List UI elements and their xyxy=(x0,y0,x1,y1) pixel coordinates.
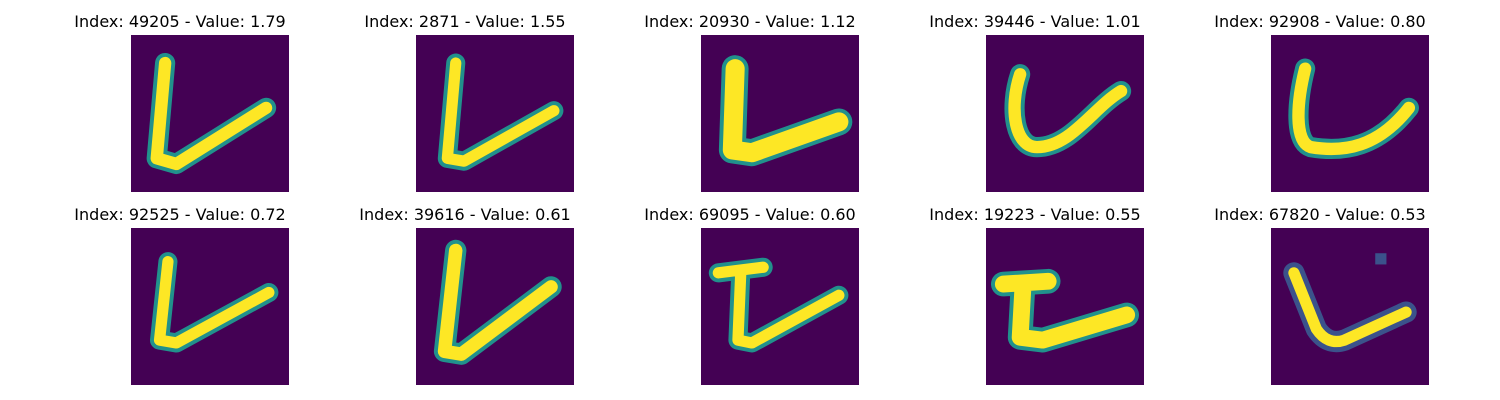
panel-1: Index: 49205 - Value: 1.79 xyxy=(30,0,330,192)
panel-9: Index: 19223 - Value: 0.55 xyxy=(885,193,1185,385)
panel-title: Index: 69095 - Value: 0.60 xyxy=(644,205,856,224)
digit-image xyxy=(1271,228,1429,385)
panel-title: Index: 20930 - Value: 1.12 xyxy=(644,12,856,31)
panel-7: Index: 39616 - Value: 0.61 xyxy=(315,193,615,385)
panel-6: Index: 92525 - Value: 0.72 xyxy=(30,193,330,385)
panel-title: Index: 2871 - Value: 1.55 xyxy=(364,12,566,31)
panel-2: Index: 2871 - Value: 1.55 xyxy=(315,0,615,192)
panel-title: Index: 39446 - Value: 1.01 xyxy=(929,12,1141,31)
digit-image xyxy=(701,35,859,192)
panel-title: Index: 67820 - Value: 0.53 xyxy=(1214,205,1426,224)
panel-title: Index: 49205 - Value: 1.79 xyxy=(74,12,286,31)
digit-image xyxy=(1271,35,1429,192)
digit-image xyxy=(416,228,574,385)
panel-4: Index: 39446 - Value: 1.01 xyxy=(885,0,1185,192)
digit-image xyxy=(986,35,1144,192)
panel-title: Index: 39616 - Value: 0.61 xyxy=(359,205,571,224)
digit-image xyxy=(701,228,859,385)
digit-image xyxy=(131,228,289,385)
panel-title: Index: 92908 - Value: 0.80 xyxy=(1214,12,1426,31)
panel-3: Index: 20930 - Value: 1.12 xyxy=(600,0,900,192)
panel-8: Index: 69095 - Value: 0.60 xyxy=(600,193,900,385)
digit-image xyxy=(986,228,1144,385)
panel-title: Index: 19223 - Value: 0.55 xyxy=(929,205,1141,224)
digit-image xyxy=(131,35,289,192)
panel-5: Index: 92908 - Value: 0.80 xyxy=(1170,0,1470,192)
panel-10: Index: 67820 - Value: 0.53 xyxy=(1170,193,1470,385)
panel-title: Index: 92525 - Value: 0.72 xyxy=(74,205,286,224)
digit-image xyxy=(416,35,574,192)
